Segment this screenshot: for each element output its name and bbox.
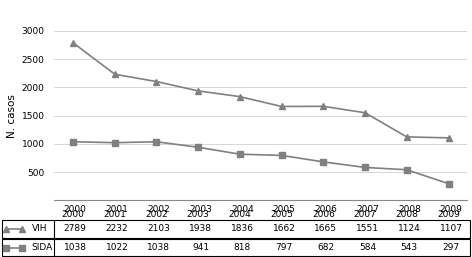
Text: 1038: 1038	[147, 243, 170, 252]
Text: 2000: 2000	[64, 205, 86, 214]
Text: 2007: 2007	[356, 205, 379, 214]
Text: 2006: 2006	[314, 205, 337, 214]
Text: 2789: 2789	[64, 224, 86, 233]
Text: 1107: 1107	[439, 224, 463, 233]
Text: 1938: 1938	[189, 224, 212, 233]
Text: 1836: 1836	[231, 224, 254, 233]
Text: 2008: 2008	[398, 205, 421, 214]
Text: 584: 584	[359, 243, 376, 252]
Text: 2009: 2009	[440, 205, 463, 214]
Bar	[2, 239, 470, 256]
Text: 297: 297	[443, 243, 460, 252]
Text: 1551: 1551	[356, 224, 379, 233]
Text: 2004: 2004	[231, 205, 253, 214]
Text: 2103: 2103	[147, 224, 170, 233]
Text: 797: 797	[275, 243, 293, 252]
Text: 1665: 1665	[314, 224, 337, 233]
Text: 2001: 2001	[106, 205, 128, 214]
Text: 1662: 1662	[273, 224, 295, 233]
Text: 2005: 2005	[273, 205, 295, 214]
Text: 1022: 1022	[106, 243, 128, 252]
Bar	[2, 220, 470, 237]
Text: 2232: 2232	[106, 224, 128, 233]
Text: VIH: VIH	[32, 224, 47, 233]
Text: 2003: 2003	[189, 205, 212, 214]
Text: 682: 682	[317, 243, 334, 252]
Text: 1038: 1038	[64, 243, 87, 252]
Text: 543: 543	[401, 243, 418, 252]
Text: SIDA: SIDA	[32, 243, 53, 252]
Text: 818: 818	[234, 243, 251, 252]
Text: 1124: 1124	[398, 224, 421, 233]
Text: 2002: 2002	[147, 205, 170, 214]
Text: 941: 941	[192, 243, 209, 252]
Y-axis label: N. casos: N. casos	[8, 94, 17, 137]
